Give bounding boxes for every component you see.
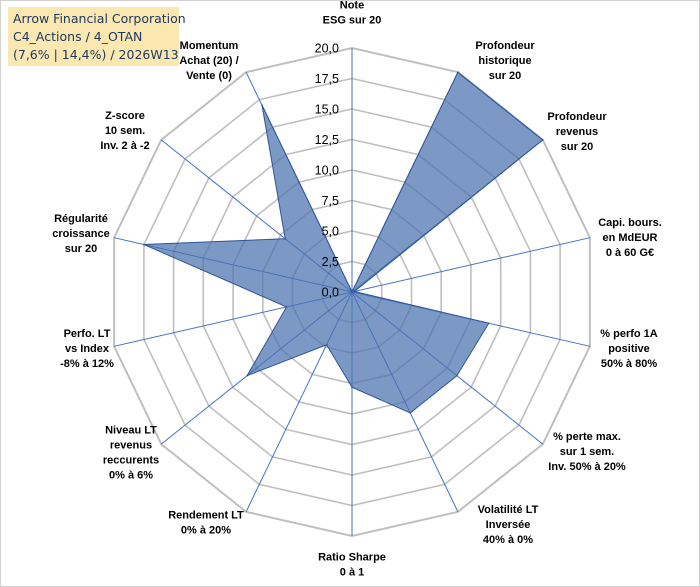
axis-label-8: Rendement LT 0% à 20%: [168, 510, 244, 537]
data-point-8: [325, 344, 328, 346]
axis-label-line: positive: [608, 343, 650, 355]
axis-label-12: Z-score 10 sem. Inv. 2 à -2: [100, 110, 149, 152]
axis-label-line: sur 20: [561, 141, 593, 153]
axis-label-line: -8% à 12%: [60, 358, 114, 370]
axis-label-6: Volatilité LT Inversée 40% à 0%: [478, 504, 539, 546]
tick-label-8: 20,0: [315, 42, 339, 56]
axis-label-line: Rendement LT: [168, 510, 244, 522]
axis-label-2: Profondeur revenus sur 20: [547, 111, 607, 153]
tick-label-3: 7,5: [322, 194, 339, 208]
axis-label-line: 0 à 60 G€: [606, 247, 654, 259]
axis-label-line: Perfo. LT: [64, 328, 111, 340]
axis-label-line: % perte max.: [553, 431, 621, 443]
axis-label-13: Momentum Achat (20) / Vente (0): [179, 40, 238, 82]
axis-label-line: croissance: [52, 228, 109, 240]
axis-label-line: Profondeur: [547, 111, 607, 123]
axis-label-line: ESG sur 20: [323, 15, 382, 27]
portfolio-category: C4_Actions / 4_OTAN: [13, 29, 143, 44]
radar-axis-labels: Note ESG sur 20 Profondeur historique sur 20…: [52, 0, 662, 579]
axis-label-3: Capi. bours. en MdEUR 0 à 60 G€: [598, 217, 662, 259]
tick-label-7: 17,5: [315, 72, 339, 86]
axis-label-line: 0% à 20%: [181, 525, 231, 537]
radar-tick-labels: 0,0 2,5 5,0 7,5 10,0 12,5 15,0 17,5 20,0: [315, 42, 339, 300]
axis-label-line: sur 1 sem.: [560, 446, 614, 458]
axis-label-line: Régularité: [54, 213, 108, 225]
axis-label-line: Momentum: [180, 40, 239, 52]
data-point-12: [284, 238, 287, 240]
axis-label-line: 50% à 80%: [601, 358, 657, 370]
data-point-9: [246, 374, 248, 377]
tick-label-4: 10,0: [315, 164, 339, 178]
axis-label-line: en MdEUR: [603, 232, 658, 244]
axis-label-line: 40% à 0%: [483, 534, 533, 546]
performance-period: (7,6% | 14,4%) / 2026W13: [13, 47, 179, 62]
axis-label-line: Niveau LT: [105, 425, 157, 437]
axis-label-line: vs Index: [65, 343, 110, 355]
axis-label-line: sur 20: [489, 70, 521, 82]
axis-label-line: Vente (0): [186, 70, 232, 82]
axis-label-line: 0 à 1: [340, 567, 364, 579]
spoke-3: [351, 237, 591, 293]
data-point-4: [488, 322, 490, 325]
data-point-1: [457, 71, 459, 73]
data-point-0: [351, 291, 353, 293]
company-name: Arrow Financial Corporation: [13, 11, 186, 26]
chart-title-box: Arrow Financial Corporation C4_Actions /…: [8, 7, 186, 66]
data-point-3: [353, 290, 356, 293]
axis-label-line: reccurents: [103, 455, 159, 467]
tick-label-5: 12,5: [315, 133, 339, 147]
data-point-2: [542, 139, 544, 141]
axis-label-line: revenus: [110, 440, 152, 452]
axis-label-11: Régularité croissance sur 20: [52, 213, 109, 255]
axis-label-line: Volatilité LT: [478, 504, 539, 516]
axis-label-9: Niveau LT revenus reccurents 0% à 6%: [103, 425, 159, 482]
axis-label-line: Ratio Sharpe: [318, 552, 386, 564]
axis-label-line: Z-score: [105, 110, 145, 122]
axis-label-line: Inv. 2 à -2: [100, 140, 149, 152]
tick-label-2: 5,0: [322, 225, 339, 239]
radar-series: [143, 71, 544, 414]
axis-label-line: 0% à 6%: [109, 470, 153, 482]
tick-label-0: 0,0: [322, 286, 339, 300]
axis-label-line: Profondeur: [475, 40, 535, 52]
axis-label-1: Profondeur historique sur 20: [475, 40, 535, 82]
axis-label-line: Achat (20) /: [179, 55, 238, 67]
data-point-7: [351, 386, 353, 389]
axis-label-7: Ratio Sharpe 0 à 1: [318, 552, 386, 579]
axis-label-10: Perfo. LT vs Index -8% à 12%: [60, 328, 114, 370]
axis-label-line: Capi. bours.: [598, 217, 662, 229]
axis-label-0: Note ESG sur 20: [323, 0, 382, 27]
axis-label-5: % perte max. sur 1 sem. Inv. 50% à 20%: [548, 431, 626, 473]
axis-label-line: Inversée: [486, 519, 531, 531]
tick-label-1: 2,5: [322, 255, 339, 269]
data-point-6: [409, 412, 412, 414]
axis-label-line: revenus: [556, 126, 598, 138]
axis-label-line: Inv. 50% à 20%: [548, 461, 626, 473]
tick-label-6: 15,0: [315, 103, 339, 117]
axis-label-line: sur 20: [65, 243, 97, 255]
axis-label-line: Note: [340, 0, 364, 12]
axis-label-4: % perfo 1A positive 50% à 80%: [600, 328, 658, 370]
data-point-13: [261, 104, 263, 106]
data-point-10: [285, 306, 288, 308]
data-point-11: [143, 243, 145, 246]
axis-label-line: % perfo 1A: [600, 328, 658, 340]
axis-label-line: 10 sem.: [105, 125, 145, 137]
axis-label-line: historique: [478, 55, 531, 67]
data-point-5: [456, 374, 458, 377]
